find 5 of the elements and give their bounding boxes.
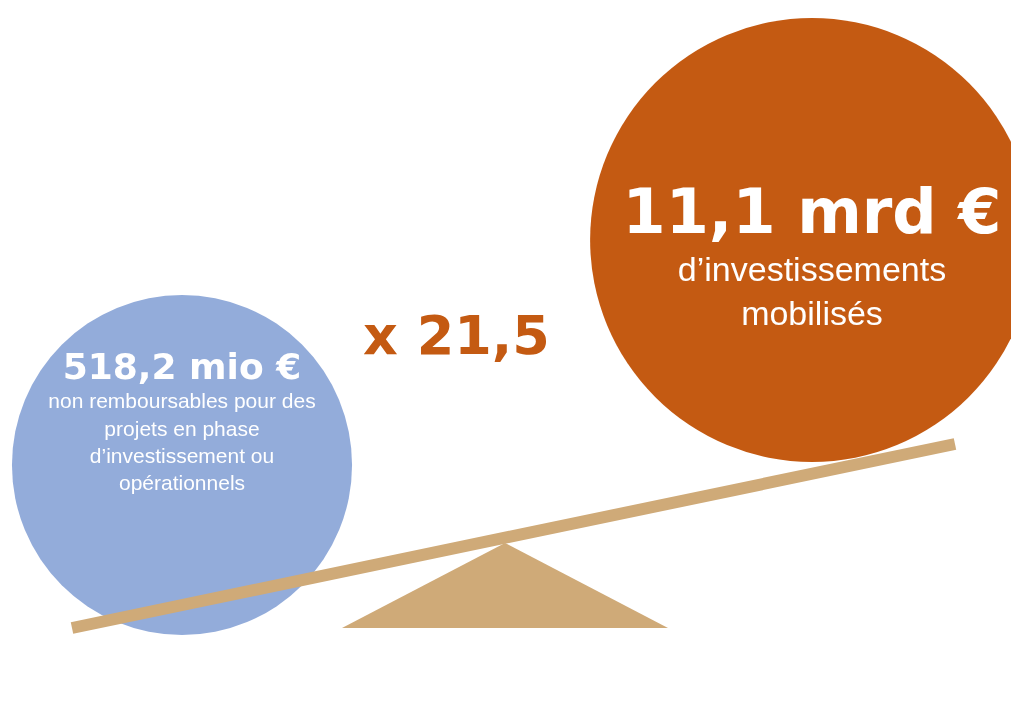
category-label: non remboursables pour des projets en phase d’investissement ou opérationnels bbox=[47, 388, 317, 497]
category-label: d’investissements mobilisés bbox=[676, 249, 948, 335]
text: x 21,5 bbox=[363, 304, 550, 367]
data-label: 11,1 mrd € bbox=[622, 175, 1002, 248]
data-label: 518,2 mio € bbox=[61, 346, 303, 388]
